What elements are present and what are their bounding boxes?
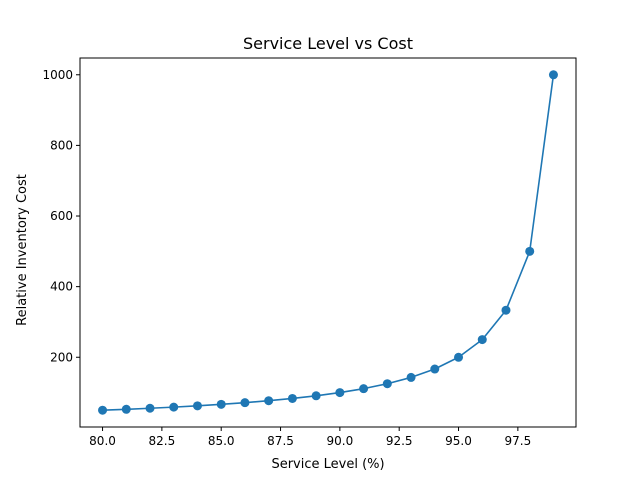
- y-axis-label: Relative Inventory Cost: [15, 174, 30, 326]
- data-point: [454, 352, 464, 362]
- data-point: [121, 404, 131, 414]
- data-point: [216, 399, 226, 409]
- data-point: [264, 396, 274, 406]
- data-point: [240, 398, 250, 408]
- data-point: [287, 393, 297, 403]
- chart-title: Service Level vs Cost: [243, 34, 413, 53]
- data-point: [169, 402, 179, 412]
- x-tick-label: 92.5: [386, 434, 413, 448]
- data-point: [501, 305, 511, 315]
- data-point: [382, 379, 392, 389]
- y-axis: 200 400 600 800 1000: [42, 68, 80, 364]
- y-tick-label: 600: [50, 209, 73, 223]
- axes-frame: [79, 57, 577, 428]
- data-point: [359, 384, 369, 394]
- data-point: [145, 403, 155, 413]
- series-layer: [98, 70, 558, 415]
- y-tick-label: 1000: [42, 68, 73, 82]
- data-point: [406, 372, 416, 382]
- data-point: [548, 70, 558, 80]
- data-point: [525, 246, 535, 256]
- data-point: [335, 388, 345, 398]
- y-tick-label: 200: [50, 350, 73, 364]
- data-point: [477, 335, 487, 345]
- x-tick-label: 87.5: [267, 434, 294, 448]
- x-axis-label: Service Level (%): [271, 457, 384, 472]
- data-point: [311, 391, 321, 401]
- x-axis: 80.0 82.5 85.0 87.5 90.0 92.5 95.0 97.5: [89, 427, 531, 448]
- x-tick-label: 80.0: [89, 434, 116, 448]
- y-tick-label: 400: [50, 280, 73, 294]
- x-tick-label: 82.5: [149, 434, 176, 448]
- data-point: [430, 364, 440, 374]
- data-point: [98, 405, 108, 415]
- x-tick-label: 97.5: [504, 434, 531, 448]
- x-tick-label: 95.0: [445, 434, 472, 448]
- x-tick-label: 85.0: [208, 434, 235, 448]
- plot-area: [79, 57, 577, 428]
- data-point: [192, 401, 202, 411]
- y-tick-label: 800: [50, 138, 73, 152]
- x-tick-label: 90.0: [327, 434, 354, 448]
